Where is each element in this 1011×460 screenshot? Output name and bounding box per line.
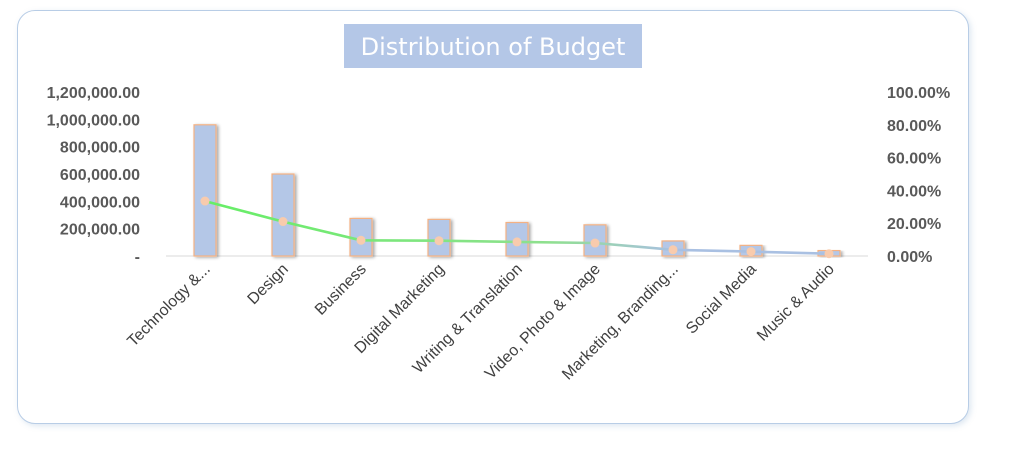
y-left-tick-label: 200,000.00 <box>60 222 140 239</box>
y-right-tick-label: 100.00% <box>887 85 950 102</box>
line-marker <box>824 249 834 259</box>
x-tick-label: Music & Audio <box>754 261 838 345</box>
x-tick-label: Social Media <box>683 261 760 338</box>
line-series <box>200 196 834 259</box>
y-left-tick-label: 1,000,000.00 <box>47 112 141 129</box>
y-left-tick-label: - <box>135 249 140 266</box>
y-right-tick-label: 0.00% <box>887 249 932 266</box>
line-marker <box>278 217 288 227</box>
bar <box>193 124 217 257</box>
y-left-tick-label: 600,000.00 <box>60 167 140 184</box>
line-marker <box>590 238 600 248</box>
line-marker <box>356 235 366 245</box>
bar-series <box>193 124 841 257</box>
y-right-tick-label: 20.00% <box>887 216 941 233</box>
y-left-tick-label: 800,000.00 <box>60 140 140 157</box>
line-marker <box>434 236 444 246</box>
chart-card <box>17 10 969 424</box>
y-right-tick-label: 40.00% <box>887 183 941 200</box>
chart-title: Distribution of Budget <box>344 24 642 68</box>
y-left-tick-label: 400,000.00 <box>60 194 140 211</box>
y-axis-right: 0.00% 20.00% 40.00% 60.00% 80.00% 100.00% <box>887 85 950 266</box>
x-tick-label: Technology &... <box>124 261 213 350</box>
chart-title-background <box>344 24 642 68</box>
line-marker <box>746 247 756 257</box>
x-tick-label: Business <box>312 261 370 319</box>
line-marker <box>512 237 522 247</box>
y-right-tick-label: 60.00% <box>887 151 941 168</box>
chart-title-text: Distribution of Budget <box>361 33 626 61</box>
bar <box>271 173 295 257</box>
y-left-tick-label: 1,200,000.00 <box>47 85 141 102</box>
y-right-tick-label: 80.00% <box>887 118 941 135</box>
line-marker <box>668 245 678 255</box>
x-tick-label: Design <box>245 261 292 308</box>
line-marker <box>200 196 210 206</box>
y-axis-left: - 200,000.00 400,000.00 600,000.00 800,000.0… <box>47 85 141 266</box>
